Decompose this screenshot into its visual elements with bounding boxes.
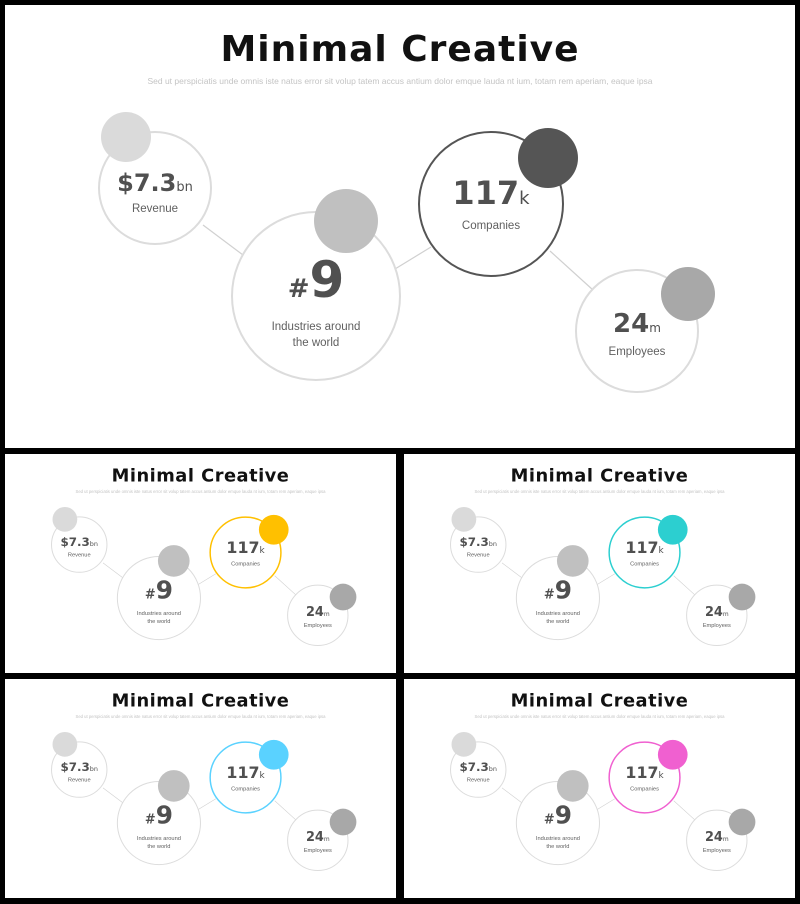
industries-value: #9 — [287, 251, 345, 309]
slide-title: Minimal Creative — [220, 29, 580, 70]
industries-dot — [157, 545, 190, 577]
revenue-label: Revenue — [67, 776, 91, 783]
revenue-label: Revenue — [67, 551, 91, 558]
industries-value: #9 — [144, 800, 173, 830]
slide-variant-teal: Minimal Creative Sed ut perspiciatis und… — [404, 454, 795, 673]
revenue-dot — [52, 731, 78, 757]
industries-label: Industries around the world — [136, 835, 181, 850]
industries-label: Industries around the world — [271, 321, 361, 349]
industries-dot — [314, 189, 378, 253]
slide-subtitle: Sed ut perspiciatis unde omnis iste natu… — [147, 76, 653, 86]
employees-label: Employees — [702, 847, 731, 854]
companies-label: Companies — [231, 785, 260, 792]
slide-variant-pink: Minimal Creative Sed ut perspiciatis und… — [404, 679, 795, 898]
revenue-label: Revenue — [131, 203, 179, 215]
revenue-label: Revenue — [466, 551, 490, 558]
revenue-circle: $7.3bn Revenue — [450, 741, 507, 798]
employees-dot — [728, 583, 756, 611]
industries-circle: #9 Industries around the world — [116, 780, 201, 866]
employees-label: Employees — [702, 622, 731, 629]
companies-circle: 117k Companies — [608, 516, 681, 589]
employees-value: 24m — [704, 829, 729, 845]
slide-title: Minimal Creative — [111, 690, 290, 712]
industries-circle: #9 Industries around the world — [515, 780, 600, 866]
revenue-dot — [52, 506, 78, 532]
slide-subtitle: Sed ut perspiciatis unde omnis iste natu… — [474, 714, 725, 720]
companies-dot — [657, 514, 688, 545]
slide-subtitle: Sed ut perspiciatis unde omnis iste natu… — [75, 489, 326, 495]
employees-value: 24m — [613, 309, 661, 339]
revenue-value: $7.3bn — [60, 760, 98, 775]
employees-dot — [661, 267, 715, 321]
industries-label: Industries around the world — [136, 610, 181, 625]
revenue-value: $7.3bn — [60, 535, 98, 550]
companies-label: Companies — [461, 220, 521, 232]
slide-subtitle: Sed ut perspiciatis unde omnis iste natu… — [474, 489, 725, 495]
employees-value: 24m — [305, 829, 330, 845]
employees-value: 24m — [704, 604, 729, 620]
slide-variant-yellow: Minimal Creative Sed ut perspiciatis und… — [5, 454, 396, 673]
slide-main: Minimal Creative Sed ut perspiciatis und… — [5, 5, 795, 448]
slide-title: Minimal Creative — [510, 465, 689, 487]
employees-value: 24m — [305, 604, 330, 620]
revenue-label: Revenue — [466, 776, 490, 783]
companies-circle: 117k Companies — [418, 131, 564, 277]
industries-circle: #9 Industries around the world — [515, 555, 600, 641]
revenue-value: $7.3bn — [459, 760, 497, 775]
slide-subtitle: Sed ut perspiciatis unde omnis iste natu… — [75, 714, 326, 720]
industries-value: #9 — [144, 575, 173, 605]
industries-dot — [556, 770, 589, 802]
companies-label: Companies — [630, 560, 659, 567]
industries-value: #9 — [543, 800, 572, 830]
companies-label: Companies — [231, 560, 260, 567]
employees-label: Employees — [303, 847, 332, 854]
companies-value: 117k — [625, 763, 664, 782]
industries-label: Industries around the world — [535, 610, 580, 625]
companies-label: Companies — [630, 785, 659, 792]
revenue-value: $7.3bn — [117, 169, 193, 197]
employees-dot — [329, 808, 357, 836]
companies-value: 117k — [226, 763, 265, 782]
companies-dot — [657, 739, 688, 770]
companies-value: 117k — [625, 538, 664, 557]
employees-label: Employees — [303, 622, 332, 629]
companies-value: 117k — [226, 538, 265, 557]
revenue-dot — [101, 112, 151, 162]
employees-circle: 24m Employees — [686, 809, 748, 872]
industries-label: Industries around the world — [535, 835, 580, 850]
industries-dot — [157, 770, 190, 802]
employees-dot — [329, 583, 357, 611]
revenue-dot — [451, 731, 477, 757]
employees-label: Employees — [608, 346, 666, 358]
revenue-dot — [451, 506, 477, 532]
revenue-value: $7.3bn — [459, 535, 497, 550]
companies-dot — [258, 739, 289, 770]
employees-circle: 24m Employees — [287, 809, 349, 872]
slide-title: Minimal Creative — [111, 465, 290, 487]
industries-value: #9 — [543, 575, 572, 605]
companies-circle: 117k Companies — [209, 741, 282, 814]
employees-dot — [728, 808, 756, 836]
companies-value: 117k — [452, 174, 530, 212]
slide-title: Minimal Creative — [510, 690, 689, 712]
industries-dot — [556, 545, 589, 577]
industries-circle: #9 Industries around the world — [231, 211, 401, 381]
companies-dot — [258, 514, 289, 545]
companies-dot — [518, 128, 578, 188]
slide-variant-blue: Minimal Creative Sed ut perspiciatis und… — [5, 679, 396, 898]
